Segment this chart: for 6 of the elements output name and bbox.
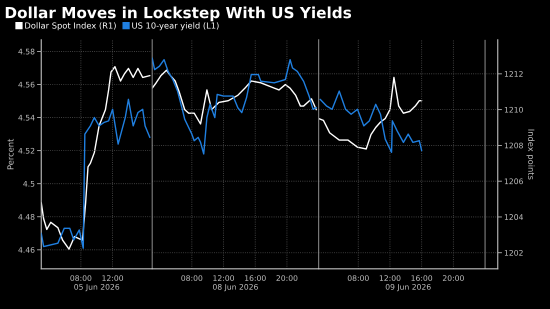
line-series <box>318 76 422 150</box>
legend-label: Dollar Spot Index (R1) <box>25 22 116 30</box>
legend-label: US 10-year yield (L1) <box>132 22 219 30</box>
chart-title: Dollar Moves in Lockstep With US Yields <box>6 6 352 22</box>
y2-axis-title: Index points <box>526 130 535 180</box>
y-axis-title: Percent <box>7 138 14 170</box>
